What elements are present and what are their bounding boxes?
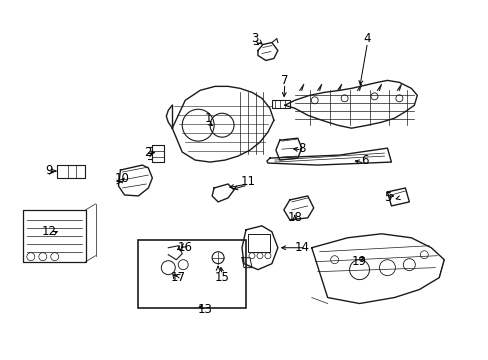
Text: 13: 13 (197, 303, 212, 316)
Text: 18: 18 (287, 211, 302, 224)
Text: 10: 10 (115, 171, 130, 185)
Text: 5: 5 (383, 192, 390, 204)
Text: 1: 1 (204, 112, 211, 125)
Text: 12: 12 (41, 225, 56, 238)
Text: 7: 7 (281, 74, 288, 87)
Text: 19: 19 (351, 255, 366, 268)
Text: 14: 14 (294, 241, 308, 254)
Bar (247, 234, 269, 252)
Text: 9: 9 (45, 163, 52, 176)
Text: 8: 8 (298, 141, 305, 155)
Bar (271, 100, 289, 108)
Text: 3: 3 (251, 32, 258, 45)
Text: 17: 17 (170, 271, 185, 284)
Text: 16: 16 (177, 241, 192, 254)
Text: 2: 2 (144, 145, 152, 159)
Bar (138, 240, 245, 307)
Text: 6: 6 (360, 154, 367, 167)
Text: 15: 15 (214, 271, 229, 284)
Text: 4: 4 (363, 32, 370, 45)
Text: 11: 11 (240, 175, 255, 189)
